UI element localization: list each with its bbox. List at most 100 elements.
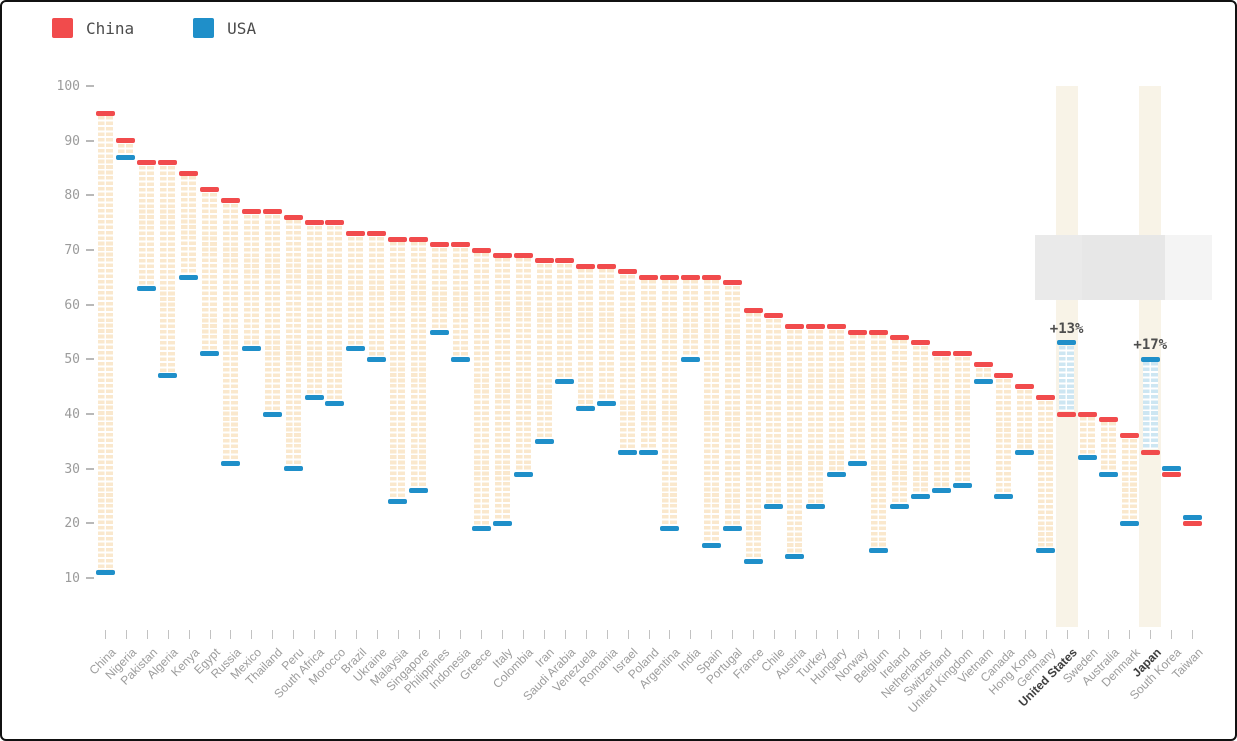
china-data-mark[interactable] — [241, 209, 261, 215]
china-data-mark[interactable] — [513, 252, 533, 258]
china-data-mark[interactable] — [429, 242, 449, 248]
china-data-mark[interactable] — [952, 351, 972, 357]
china-data-mark[interactable] — [450, 242, 470, 248]
usa-data-mark[interactable] — [388, 498, 408, 504]
usa-data-mark[interactable] — [1057, 340, 1077, 346]
usa-data-mark[interactable] — [743, 559, 763, 565]
usa-data-mark[interactable] — [868, 548, 888, 554]
usa-data-mark[interactable] — [701, 542, 721, 548]
china-data-mark[interactable] — [910, 340, 930, 346]
usa-data-mark[interactable] — [910, 493, 930, 499]
china-data-mark[interactable] — [116, 138, 136, 144]
china-data-mark[interactable] — [346, 231, 366, 237]
usa-data-mark[interactable] — [952, 482, 972, 488]
china-data-mark[interactable] — [1140, 449, 1160, 455]
usa-data-mark[interactable] — [889, 504, 909, 510]
china-data-mark[interactable] — [1057, 411, 1077, 417]
usa-data-mark[interactable] — [827, 471, 847, 477]
china-data-mark[interactable] — [785, 324, 805, 330]
china-data-mark[interactable] — [994, 373, 1014, 379]
usa-data-mark[interactable] — [513, 471, 533, 477]
china-data-mark[interactable] — [1119, 433, 1139, 439]
usa-data-mark[interactable] — [158, 373, 178, 379]
usa-data-mark[interactable] — [179, 274, 199, 280]
usa-data-mark[interactable] — [1161, 466, 1181, 472]
usa-data-mark[interactable] — [848, 460, 868, 466]
usa-data-mark[interactable] — [367, 356, 387, 362]
china-data-mark[interactable] — [283, 214, 303, 220]
usa-data-mark[interactable] — [618, 449, 638, 455]
usa-data-mark[interactable] — [346, 345, 366, 351]
usa-data-mark[interactable] — [555, 378, 575, 384]
usa-data-mark[interactable] — [597, 400, 617, 406]
china-data-mark[interactable] — [471, 247, 491, 253]
usa-data-mark[interactable] — [429, 329, 449, 335]
china-data-mark[interactable] — [597, 263, 617, 269]
usa-data-mark[interactable] — [1119, 520, 1139, 526]
usa-data-mark[interactable] — [450, 356, 470, 362]
china-data-mark[interactable] — [534, 258, 554, 264]
usa-data-mark[interactable] — [1078, 455, 1098, 461]
china-data-mark[interactable] — [764, 313, 784, 319]
legend-item-usa[interactable]: USA — [193, 18, 256, 38]
usa-data-mark[interactable] — [200, 351, 220, 357]
china-data-mark[interactable] — [220, 198, 240, 204]
china-data-mark[interactable] — [1161, 471, 1181, 477]
usa-data-mark[interactable] — [137, 285, 157, 291]
china-data-mark[interactable] — [576, 263, 596, 269]
usa-data-mark[interactable] — [680, 356, 700, 362]
china-data-mark[interactable] — [701, 274, 721, 280]
usa-data-mark[interactable] — [659, 526, 679, 532]
china-data-mark[interactable] — [722, 280, 742, 286]
china-data-mark[interactable] — [618, 269, 638, 275]
china-data-mark[interactable] — [931, 351, 951, 357]
usa-data-mark[interactable] — [220, 460, 240, 466]
china-data-mark[interactable] — [1182, 520, 1202, 526]
usa-data-mark[interactable] — [304, 395, 324, 401]
china-data-mark[interactable] — [200, 187, 220, 193]
usa-data-mark[interactable] — [325, 400, 345, 406]
usa-data-mark[interactable] — [639, 449, 659, 455]
china-data-mark[interactable] — [492, 252, 512, 258]
usa-data-mark[interactable] — [283, 466, 303, 472]
usa-data-mark[interactable] — [492, 520, 512, 526]
usa-data-mark[interactable] — [116, 154, 136, 160]
usa-data-mark[interactable] — [576, 406, 596, 412]
usa-data-mark[interactable] — [95, 570, 115, 576]
usa-data-mark[interactable] — [973, 378, 993, 384]
usa-data-mark[interactable] — [931, 488, 951, 494]
china-data-mark[interactable] — [555, 258, 575, 264]
usa-data-mark[interactable] — [722, 526, 742, 532]
china-data-mark[interactable] — [179, 170, 199, 176]
usa-data-mark[interactable] — [994, 493, 1014, 499]
china-data-mark[interactable] — [889, 334, 909, 340]
usa-data-mark[interactable] — [471, 526, 491, 532]
china-data-mark[interactable] — [743, 307, 763, 313]
usa-data-mark[interactable] — [262, 411, 282, 417]
china-data-mark[interactable] — [137, 160, 157, 166]
china-data-mark[interactable] — [680, 274, 700, 280]
china-data-mark[interactable] — [806, 324, 826, 330]
legend-item-china[interactable]: China — [52, 18, 134, 38]
usa-data-mark[interactable] — [1182, 515, 1202, 521]
china-data-mark[interactable] — [973, 362, 993, 368]
china-data-mark[interactable] — [848, 329, 868, 335]
china-data-mark[interactable] — [304, 220, 324, 226]
china-data-mark[interactable] — [95, 110, 115, 116]
usa-data-mark[interactable] — [241, 345, 261, 351]
china-data-mark[interactable] — [868, 329, 888, 335]
usa-data-mark[interactable] — [1098, 471, 1118, 477]
china-data-mark[interactable] — [409, 236, 429, 242]
china-data-mark[interactable] — [659, 274, 679, 280]
china-data-mark[interactable] — [325, 220, 345, 226]
usa-data-mark[interactable] — [785, 553, 805, 559]
china-data-mark[interactable] — [1015, 384, 1035, 390]
china-data-mark[interactable] — [1098, 416, 1118, 422]
china-data-mark[interactable] — [158, 160, 178, 166]
china-data-mark[interactable] — [262, 209, 282, 215]
china-data-mark[interactable] — [1036, 395, 1056, 401]
china-data-mark[interactable] — [827, 324, 847, 330]
usa-data-mark[interactable] — [1036, 548, 1056, 554]
usa-data-mark[interactable] — [1140, 356, 1160, 362]
usa-data-mark[interactable] — [409, 488, 429, 494]
